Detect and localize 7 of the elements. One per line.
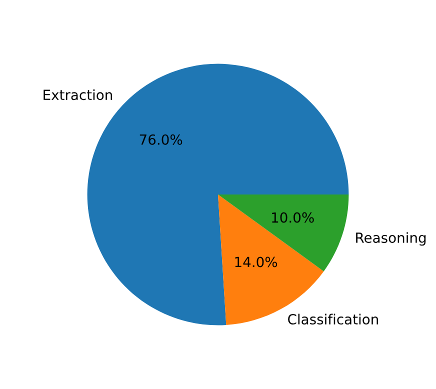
data-label: 14.0% xyxy=(235,256,278,268)
slice-label: Extraction xyxy=(44,89,112,100)
data-label: 76.0% xyxy=(140,134,182,145)
slice-label: Reasoning xyxy=(356,232,426,246)
pie-slice xyxy=(218,194,349,272)
data-label: 10.0% xyxy=(272,212,314,223)
slice-label: Classification xyxy=(288,314,378,325)
